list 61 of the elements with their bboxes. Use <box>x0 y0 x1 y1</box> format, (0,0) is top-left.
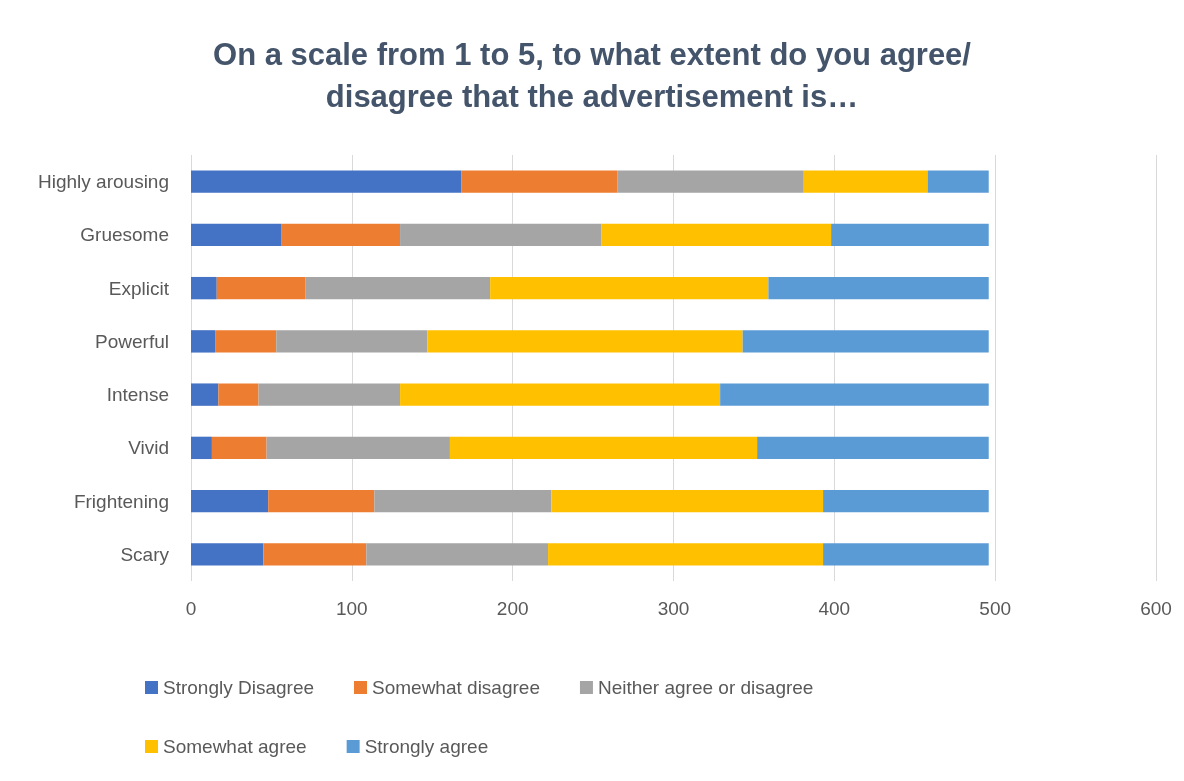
bar <box>263 543 367 566</box>
bar <box>258 383 401 406</box>
bar <box>276 330 428 353</box>
bar <box>617 170 804 193</box>
bar <box>768 276 989 300</box>
x-tick-label: 600 <box>1140 598 1172 619</box>
legend-label: Strongly Disagree <box>163 677 315 698</box>
bar <box>191 436 212 460</box>
y-tick-label: Highly arousing <box>38 171 169 193</box>
bar <box>449 436 758 460</box>
chart-title: On a scale from 1 to 5, to what extent do you agree/disagree that the advertisement is… <box>213 36 972 114</box>
bar <box>374 489 552 513</box>
bar <box>823 543 989 566</box>
bar <box>803 170 928 193</box>
bar <box>216 276 306 300</box>
bar <box>400 383 721 406</box>
bar <box>366 543 549 566</box>
bar <box>720 383 989 406</box>
legend-label: Somewhat disagree <box>372 677 540 698</box>
bar <box>742 330 989 353</box>
bar <box>823 489 989 513</box>
legend-label: Strongly agree <box>364 736 489 757</box>
x-tick-label: 100 <box>335 598 368 619</box>
y-tick-label: Explicit <box>108 277 170 299</box>
bar <box>191 330 216 353</box>
bar <box>461 170 618 193</box>
x-tick-label: 500 <box>979 598 1012 619</box>
bar <box>191 543 264 566</box>
bar <box>191 223 282 247</box>
legend-label: Neither agree or disagree <box>597 677 814 698</box>
bar <box>281 223 401 247</box>
bar <box>191 276 217 300</box>
bar <box>601 223 832 247</box>
bar <box>427 330 743 353</box>
bar <box>268 489 375 513</box>
bar <box>218 383 259 406</box>
bar <box>831 223 989 247</box>
y-tick-label: Gruesome <box>80 224 169 246</box>
bar <box>211 436 267 460</box>
bar <box>191 383 219 406</box>
y-tick-label: Powerful <box>95 330 169 352</box>
y-tick-label: Vivid <box>128 437 169 459</box>
bar <box>191 170 462 193</box>
bar <box>191 489 269 513</box>
x-tick-label: 300 <box>657 598 690 619</box>
bar <box>490 276 769 300</box>
x-tick-label: 200 <box>496 598 529 619</box>
bar <box>548 543 824 566</box>
bar <box>757 436 989 460</box>
bar <box>400 223 602 247</box>
bar <box>305 276 491 300</box>
bar <box>266 436 450 460</box>
y-tick-label: Intense <box>106 384 169 406</box>
bar <box>551 489 824 513</box>
x-tick-label: 400 <box>818 598 851 619</box>
bar <box>927 170 989 193</box>
bar <box>215 330 277 353</box>
legend-label: Somewhat agree <box>163 736 307 757</box>
y-tick-label: Scary <box>120 543 170 565</box>
x-tick-label: 0 <box>185 598 197 619</box>
y-tick-label: Frightening <box>73 490 169 512</box>
